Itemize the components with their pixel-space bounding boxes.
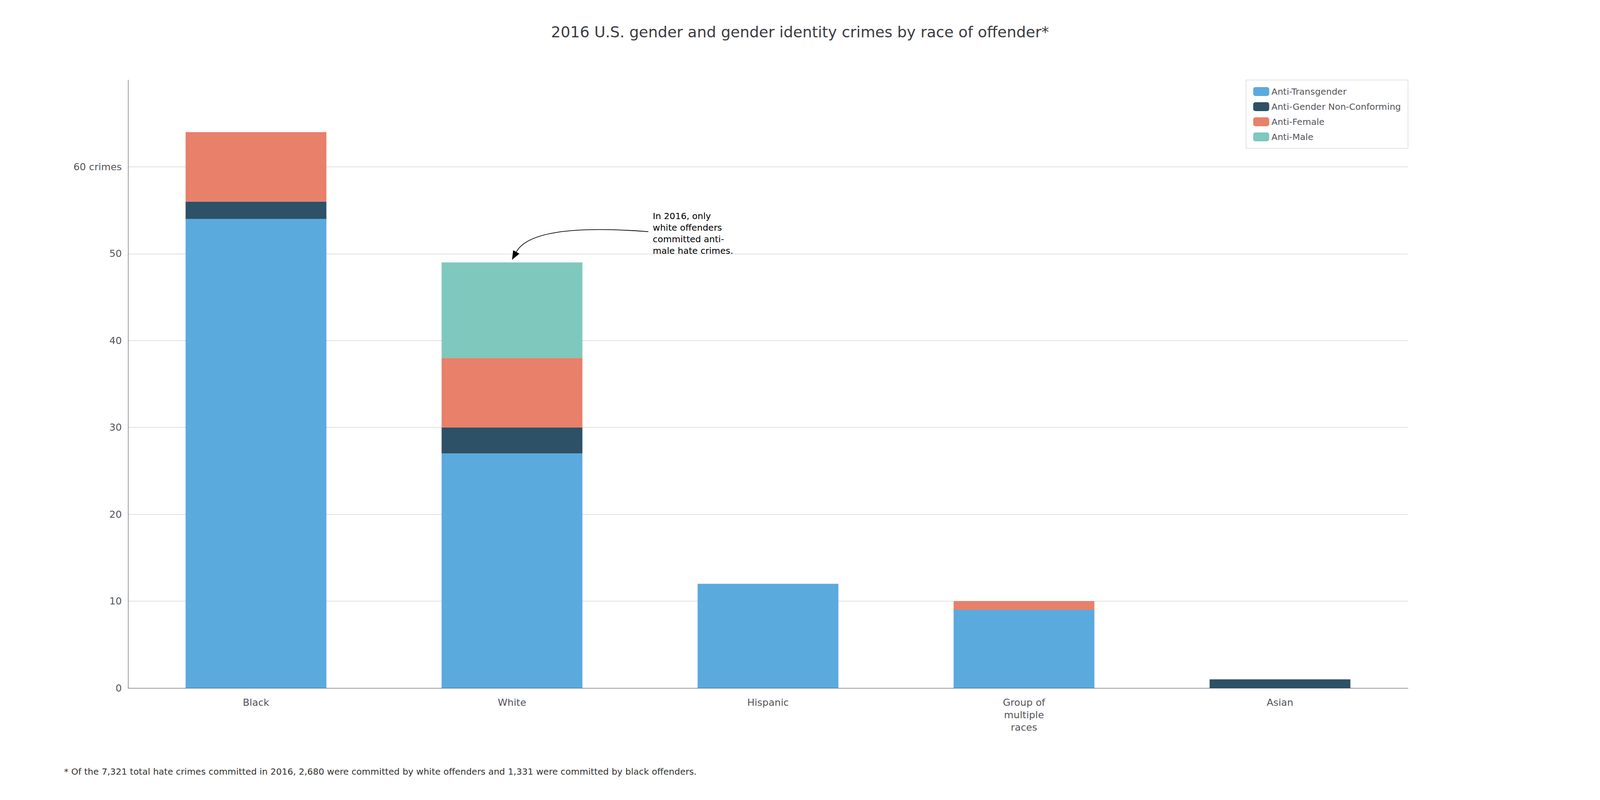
svg-text:multiple: multiple bbox=[1004, 709, 1044, 721]
svg-text:In 2016, only: In 2016, only bbox=[652, 210, 712, 222]
svg-text:white offenders: white offenders bbox=[652, 222, 723, 233]
svg-text:40: 40 bbox=[109, 335, 122, 347]
svg-text:* Of the 7,321 total hate crim: * Of the 7,321 total hate crimes committ… bbox=[64, 766, 697, 777]
svg-text:Anti-Female: Anti-Female bbox=[1271, 116, 1325, 128]
svg-text:races: races bbox=[1010, 721, 1038, 733]
svg-text:Anti-Male: Anti-Male bbox=[1271, 131, 1314, 143]
svg-text:male hate crimes.: male hate crimes. bbox=[652, 245, 734, 256]
svg-text:White: White bbox=[497, 696, 527, 708]
svg-text:Hispanic: Hispanic bbox=[747, 696, 789, 708]
svg-text:30: 30 bbox=[109, 421, 122, 433]
svg-text:Group of: Group of bbox=[1002, 696, 1046, 708]
svg-text:committed anti-: committed anti- bbox=[652, 233, 724, 245]
svg-text:Anti-Gender Non-Conforming: Anti-Gender Non-Conforming bbox=[1271, 101, 1401, 112]
svg-text:10: 10 bbox=[109, 595, 122, 607]
svg-text:0: 0 bbox=[115, 682, 122, 694]
svg-text:Anti-Transgender: Anti-Transgender bbox=[1271, 86, 1348, 97]
svg-text:Asian: Asian bbox=[1266, 696, 1294, 708]
svg-text:2016 U.S. gender and gender id: 2016 U.S. gender and gender identity cri… bbox=[551, 23, 1049, 41]
svg-text:20: 20 bbox=[109, 508, 122, 520]
svg-text:60 crimes: 60 crimes bbox=[73, 161, 122, 173]
svg-text:Black: Black bbox=[242, 696, 270, 708]
svg-text:50: 50 bbox=[109, 248, 122, 260]
